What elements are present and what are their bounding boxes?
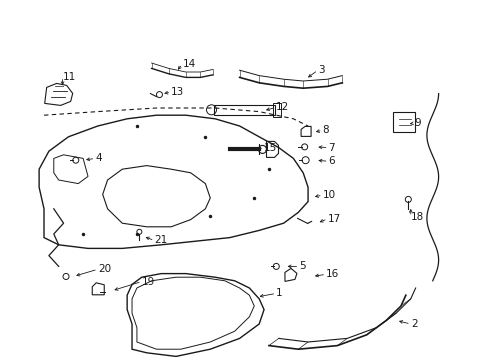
Text: 8: 8 xyxy=(322,125,329,135)
Bar xyxy=(214,105,274,115)
Text: 20: 20 xyxy=(98,264,111,274)
Text: 13: 13 xyxy=(171,87,184,97)
Text: 11: 11 xyxy=(62,72,76,82)
Text: 12: 12 xyxy=(276,102,289,112)
Text: 6: 6 xyxy=(328,156,335,166)
Text: 10: 10 xyxy=(322,190,335,200)
Text: 14: 14 xyxy=(182,59,195,69)
Text: 18: 18 xyxy=(410,212,423,222)
Text: 3: 3 xyxy=(317,65,324,75)
Text: 15: 15 xyxy=(264,143,277,153)
Bar xyxy=(392,112,414,132)
Text: 19: 19 xyxy=(142,276,155,287)
Text: 21: 21 xyxy=(154,235,167,246)
Text: 4: 4 xyxy=(95,153,102,163)
Text: 5: 5 xyxy=(299,261,305,271)
Text: 17: 17 xyxy=(327,214,340,224)
Text: 7: 7 xyxy=(328,143,335,153)
Text: 1: 1 xyxy=(276,288,283,298)
Text: 9: 9 xyxy=(414,118,421,128)
Text: 16: 16 xyxy=(325,269,339,279)
Bar xyxy=(272,103,280,117)
Text: 2: 2 xyxy=(410,319,417,329)
